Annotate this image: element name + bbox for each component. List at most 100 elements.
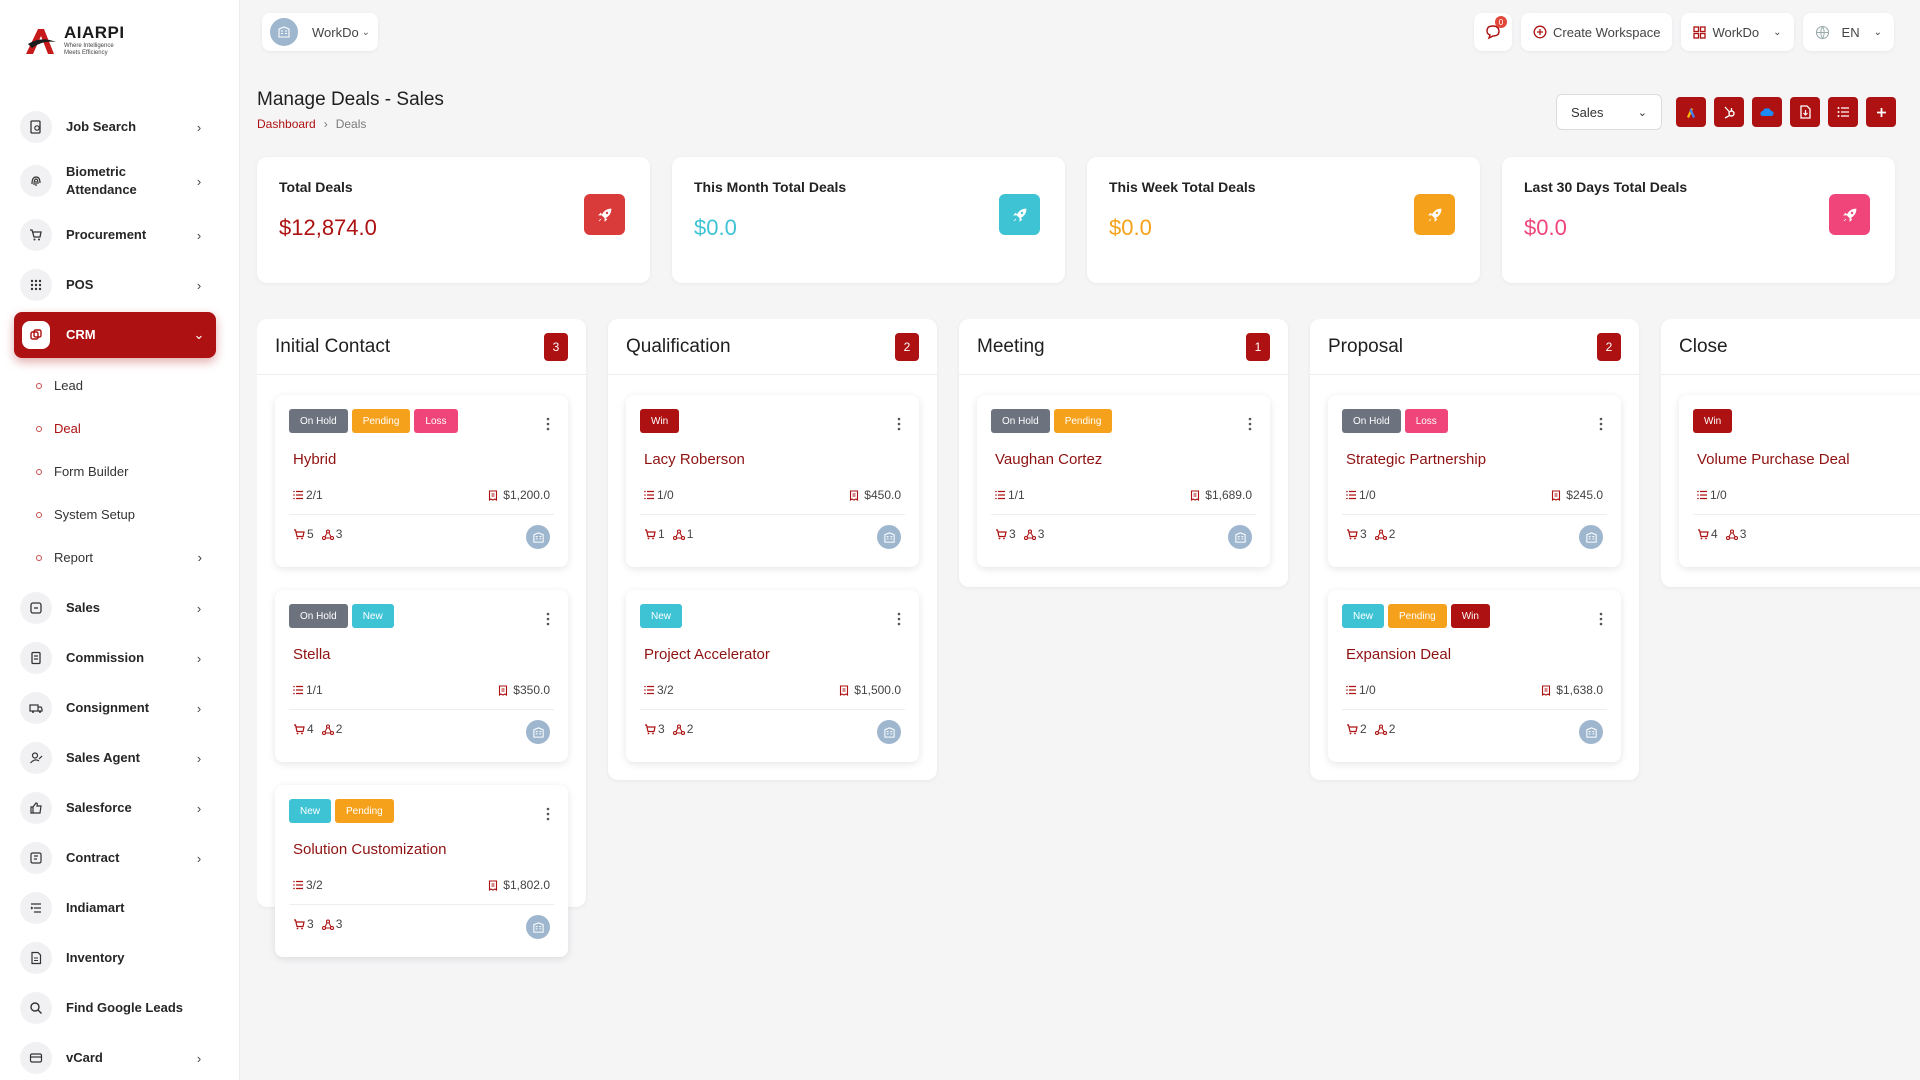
sidebar-item-job-search[interactable]: Job Search › <box>14 102 216 152</box>
status-badge: Loss <box>414 409 458 433</box>
deal-card[interactable]: Win Volume Purchase Deal 1/0 4 3 <box>1679 395 1920 567</box>
sidebar-item-sales-agent[interactable]: Sales Agent › <box>14 733 216 783</box>
sidebar-subitem-lead[interactable]: Lead <box>14 364 216 407</box>
sidebar-item-pos[interactable]: POS › <box>14 260 216 310</box>
brand-logo[interactable]: AIARPI Where Intelligence Meets Efficien… <box>24 24 125 57</box>
deal-amount-value: $1,802.0 <box>503 878 550 892</box>
bullet-icon <box>36 468 42 475</box>
sidebar-subitem-form-builder[interactable]: Form Builder <box>14 450 216 493</box>
cart-icon <box>294 723 305 734</box>
deal-sources-value: 2 <box>686 722 694 736</box>
add-deal-button[interactable] <box>1866 97 1896 127</box>
more-options-icon[interactable] <box>1599 417 1603 431</box>
sidebar-subitem-system-setup[interactable]: System Setup <box>14 493 216 536</box>
breadcrumb-dashboard[interactable]: Dashboard <box>257 117 316 131</box>
status-badge: On Hold <box>289 604 348 628</box>
sidebar-item-contract[interactable]: Contract › <box>14 833 216 883</box>
deal-card[interactable]: On Hold Pending Vaughan Cortez 1/1 $1,689.0 3… <box>977 395 1270 567</box>
task-list-icon <box>293 685 303 695</box>
user-avatar[interactable] <box>877 525 901 549</box>
sidebar-subitem-report[interactable]: Report › <box>14 536 216 579</box>
pipeline-column: Initial Contact 3 On Hold Pending Loss Hybrid… <box>257 319 586 957</box>
cart-icon <box>294 528 305 539</box>
deal-title[interactable]: Expansion Deal <box>1346 646 1452 663</box>
workspace-switcher[interactable]: WorkDo ⌄ <box>262 13 378 51</box>
deal-card[interactable]: On Hold Pending Loss Hybrid 2/1 $1,200.0 5 3 <box>275 395 568 567</box>
user-avatar[interactable] <box>877 720 901 744</box>
sidebar-item-salesforce[interactable]: Salesforce › <box>14 783 216 833</box>
deal-card[interactable]: New Project Accelerator 3/2 $1,500.0 3 2 <box>626 590 919 762</box>
deal-sources-value: 3 <box>1739 527 1747 541</box>
deal-products: 4 <box>1697 527 1718 541</box>
deal-card[interactable]: New Pending Win Expansion Deal 1/0 $1,638.0 2 2 <box>1328 590 1621 762</box>
deal-sources-value: 3 <box>335 917 343 931</box>
sidebar-item-inventory[interactable]: Inventory <box>14 933 216 983</box>
sidebar-item-procurement[interactable]: Procurement › <box>14 210 216 260</box>
sidebar-item-label: vCard <box>66 1050 103 1065</box>
user-avatar[interactable] <box>1579 720 1603 744</box>
receipt-icon <box>840 684 849 696</box>
status-badge: Win <box>1693 409 1733 433</box>
deal-title[interactable]: Strategic Partnership <box>1346 451 1487 468</box>
user-avatar[interactable] <box>526 915 550 939</box>
sidebar-item-commission[interactable]: Commission › <box>14 633 216 683</box>
deal-title[interactable]: Stella <box>293 646 331 663</box>
deal-card[interactable]: On Hold Loss Strategic Partnership 1/0 $245.… <box>1328 395 1621 567</box>
list-view-button[interactable] <box>1828 97 1858 127</box>
deal-products-value: 1 <box>658 527 665 541</box>
sidebar-subitem-deal[interactable]: Deal <box>14 407 216 450</box>
google-ads-button[interactable] <box>1676 97 1706 127</box>
deal-title[interactable]: Volume Purchase Deal <box>1697 451 1850 468</box>
more-options-icon[interactable] <box>897 612 901 626</box>
more-options-icon[interactable] <box>546 807 550 821</box>
salesforce-button[interactable] <box>1752 97 1782 127</box>
sidebar-item-find-google-leads[interactable]: Find Google Leads <box>14 983 216 1033</box>
more-options-icon[interactable] <box>897 417 901 431</box>
sidebar-item-vcard[interactable]: vCard › <box>14 1033 216 1080</box>
language-select[interactable]: EN ⌄ <box>1802 13 1894 51</box>
pipeline-select[interactable]: Sales ⌄ <box>1556 94 1662 130</box>
deal-meta: 3/2 $1,802.0 <box>293 878 550 892</box>
user-avatar[interactable] <box>526 720 550 744</box>
sidebar-item-indiamart[interactable]: Indiamart <box>14 883 216 933</box>
bullet-icon <box>36 425 42 432</box>
column-title: Close <box>1679 335 1728 357</box>
sidebar-item-label: Contract <box>66 850 120 865</box>
workspace-menu[interactable]: WorkDo ⌄ <box>1681 13 1794 51</box>
deal-title[interactable]: Lacy Roberson <box>644 451 745 468</box>
more-options-icon[interactable] <box>1599 612 1603 626</box>
sidebar-item-consignment[interactable]: Consignment › <box>14 683 216 733</box>
deal-title[interactable]: Solution Customization <box>293 841 447 858</box>
deal-sources-value: 3 <box>335 527 343 541</box>
deal-title[interactable]: Project Accelerator <box>644 646 770 663</box>
network-icon <box>1374 528 1387 540</box>
more-options-icon[interactable] <box>546 612 550 626</box>
user-avatar[interactable] <box>526 525 550 549</box>
user-avatar[interactable] <box>1579 525 1603 549</box>
user-avatar[interactable] <box>1228 525 1252 549</box>
deal-title[interactable]: Hybrid <box>293 451 337 468</box>
sidebar-item-crm[interactable]: CRM ⌄ <box>14 312 216 358</box>
deal-tags: Win <box>1693 409 1733 433</box>
deal-card[interactable]: New Pending Solution Customization 3/2 $1,80… <box>275 785 568 957</box>
deal-card[interactable]: Win Lacy Roberson 1/0 $450.0 1 1 <box>626 395 919 567</box>
import-button[interactable] <box>1790 97 1820 127</box>
more-options-icon[interactable] <box>1248 417 1252 431</box>
chevron-right-icon: › <box>197 550 202 565</box>
receipt-icon <box>499 684 508 696</box>
create-workspace-button[interactable]: Create Workspace <box>1521 13 1673 51</box>
sidebar-item-biometric-attendance[interactable]: Biometric Attendance › <box>14 152 216 210</box>
sidebar-item-sales[interactable]: Sales › <box>14 583 216 633</box>
deal-sources-value: 2 <box>335 722 343 736</box>
more-options-icon[interactable] <box>546 417 550 431</box>
cart-icon <box>1698 528 1709 539</box>
cart-icon <box>294 918 305 929</box>
messages-button[interactable]: 0 <box>1474 13 1513 51</box>
deal-tasks-value: 1/0 <box>1359 683 1376 697</box>
deal-title[interactable]: Vaughan Cortez <box>995 451 1103 468</box>
hubspot-button[interactable] <box>1714 97 1744 127</box>
deal-tasks-value: 2/1 <box>306 488 323 502</box>
deal-tasks: 3/2 <box>644 683 674 697</box>
deal-card[interactable]: On Hold New Stella 1/1 $350.0 4 2 <box>275 590 568 762</box>
